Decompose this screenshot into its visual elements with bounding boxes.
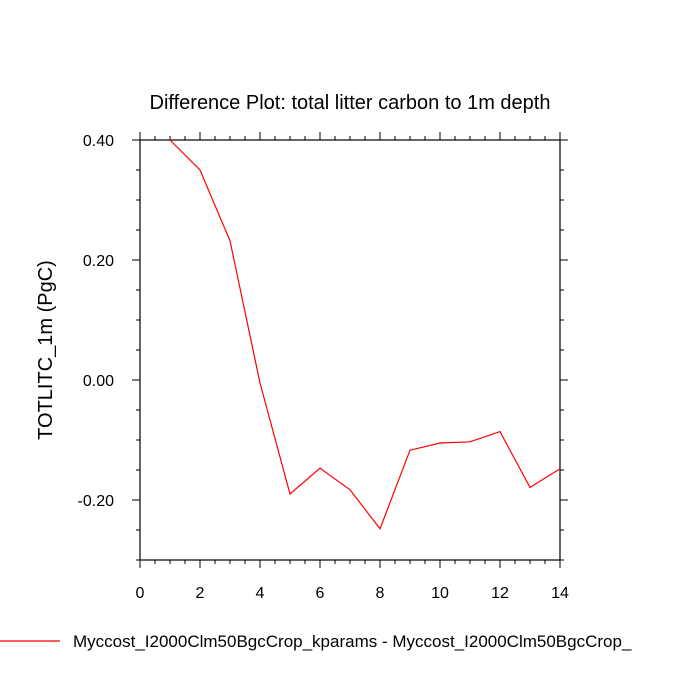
data-point	[229, 240, 231, 242]
plot-axes	[139, 139, 561, 561]
y-tick-label: 0.20	[83, 253, 114, 270]
data-point	[379, 528, 381, 530]
x-tick-label: 10	[431, 585, 449, 602]
data-point	[469, 441, 471, 443]
data-point	[349, 489, 351, 491]
data-point	[169, 139, 171, 141]
data-point	[439, 442, 441, 444]
data-point	[319, 467, 321, 469]
data-point	[259, 382, 261, 384]
data-point	[499, 431, 501, 433]
chart-title: Difference Plot: total litter carbon to …	[150, 92, 551, 114]
data-point	[529, 486, 531, 488]
x-tick-label: 2	[196, 585, 205, 602]
x-tick-label: 14	[551, 585, 569, 602]
axis-ticks: 0 2 4 6 8 10 12 14 -0.20 0.00 0.20 0.40	[78, 132, 569, 602]
x-tick-label: 6	[316, 585, 325, 602]
y-axis-label: TOTLITC_1m (PgC)	[35, 260, 57, 440]
plot-frame	[139, 139, 561, 561]
data-point	[199, 169, 201, 171]
x-tick-label: 4	[256, 585, 265, 602]
legend-label: Myccost_I2000Clm50BgcCrop_kparams - Mycc…	[73, 632, 632, 651]
x-tick-label: 12	[491, 585, 509, 602]
legend: Myccost_I2000Clm50BgcCrop_kparams - Mycc…	[0, 632, 632, 651]
y-tick-label: -0.20	[78, 493, 115, 510]
series-lines	[169, 139, 561, 531]
series-line	[169, 139, 561, 531]
x-tick-label: 8	[376, 585, 385, 602]
y-tick-label: 0.00	[83, 373, 114, 390]
data-point	[409, 449, 411, 451]
y-tick-label: 0.40	[83, 133, 114, 150]
data-point	[559, 468, 561, 470]
x-tick-label: 0	[136, 585, 145, 602]
data-point	[289, 493, 291, 495]
